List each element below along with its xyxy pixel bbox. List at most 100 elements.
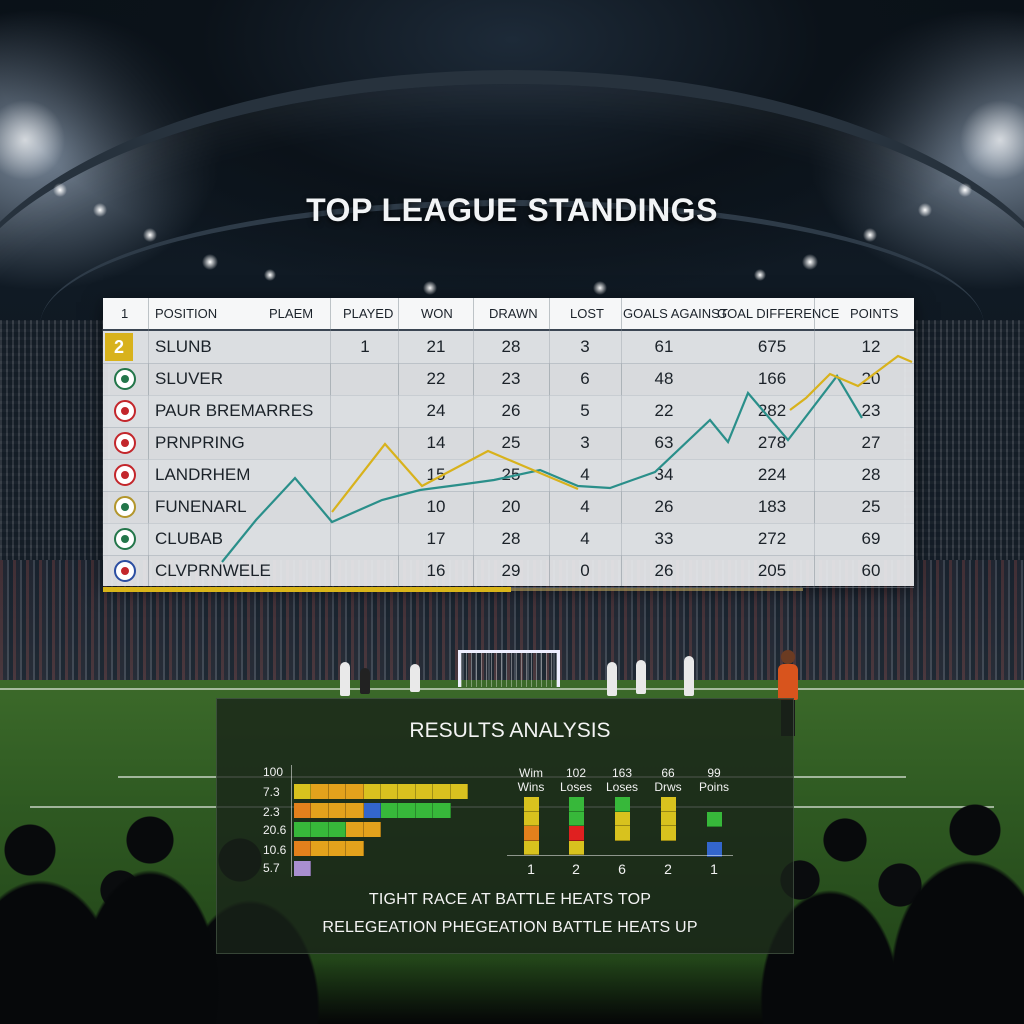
table-row: PRNPRING 14 25 3 63 278 27 xyxy=(103,427,914,460)
stat-value: 163 xyxy=(611,766,633,780)
bar-segment xyxy=(433,803,451,818)
crowd-left xyxy=(0,320,110,580)
stat-label: Poins xyxy=(698,780,730,794)
cell-won: 14 xyxy=(426,433,446,452)
floodlights xyxy=(0,0,1024,320)
column-divider xyxy=(148,298,149,586)
team-name: SLUVER xyxy=(155,369,224,388)
cell-goals-against: 26 xyxy=(654,561,674,580)
header-goal-difference: GOAL DIFFERENCE xyxy=(717,306,840,321)
table-row: CLUBAB 17 28 4 33 272 69 xyxy=(103,523,914,556)
cell-played xyxy=(335,555,395,587)
cell-goal-difference: 205 xyxy=(757,561,787,580)
cell-drawn: 28 xyxy=(501,529,521,548)
bar-segment xyxy=(328,841,347,856)
cell-played xyxy=(335,395,395,427)
cell-goal-difference: 272 xyxy=(757,529,787,548)
header-drawn: DRAWN xyxy=(489,306,538,321)
table-row: FUNENARL 10 20 4 26 183 25 xyxy=(103,491,914,524)
cell-points: 23 xyxy=(861,401,881,420)
cell-played xyxy=(335,427,395,459)
y-axis-label: 100 xyxy=(263,765,284,779)
cell-points: 20 xyxy=(861,369,881,388)
blue-crest-icon xyxy=(114,560,136,582)
team-name: FUNENARL xyxy=(155,497,247,516)
stat-header: Wim Wins xyxy=(505,766,557,794)
cell-won: 16 xyxy=(426,561,446,580)
stat-block xyxy=(615,826,630,841)
bar-segment xyxy=(415,784,434,799)
stat-value: 99 xyxy=(707,766,721,780)
stat-block xyxy=(569,811,584,826)
bar-segment xyxy=(294,803,312,818)
y-axis-label: 2.3 xyxy=(263,805,280,819)
bar-segment xyxy=(450,784,468,799)
table-accent-bar xyxy=(103,587,511,592)
cell-won: 17 xyxy=(426,529,446,548)
rank-cell: 2 xyxy=(103,331,149,363)
cell-played xyxy=(335,523,395,555)
stat-count: 1 xyxy=(710,861,718,877)
cell-played xyxy=(335,459,395,491)
stat-count: 2 xyxy=(572,861,580,877)
header-lost: LOST xyxy=(570,306,604,321)
stat-block xyxy=(569,797,584,812)
table-row: 2 SLUNB 1 21 28 3 61 675 12 xyxy=(103,331,914,364)
bar-segment xyxy=(363,784,381,799)
bar-segment xyxy=(294,784,312,799)
cell-drawn: 25 xyxy=(501,465,521,484)
stat-value: 102 xyxy=(565,766,587,780)
cell-drawn: 20 xyxy=(501,497,521,516)
rank-cell xyxy=(103,459,149,491)
cell-lost: 3 xyxy=(580,433,590,452)
rank-cell xyxy=(103,427,149,459)
cell-goals-against: 34 xyxy=(654,465,674,484)
cell-goals-against: 61 xyxy=(654,337,674,356)
header-plaem: PLAEM xyxy=(269,306,314,321)
red-crest-icon xyxy=(114,400,136,422)
crowd-right xyxy=(904,320,1024,580)
stat-block xyxy=(661,797,676,812)
stat-label: Loses xyxy=(605,780,639,794)
red-crest-icon xyxy=(114,464,136,486)
results-analysis-panel: RESULTS ANALYSIS 100 7.3 2.3 20.6 10.6 5.7 Wi… xyxy=(216,698,794,954)
goal-net xyxy=(458,650,560,687)
cell-points: 25 xyxy=(861,497,881,516)
bar-segment xyxy=(346,784,364,799)
cell-played xyxy=(335,363,395,395)
cell-drawn: 25 xyxy=(501,433,521,452)
bar-segment xyxy=(346,822,364,837)
bar-segment xyxy=(398,784,416,799)
cell-goal-difference: 278 xyxy=(757,433,787,452)
bar-segment xyxy=(311,784,329,799)
stat-header: 102 Loses xyxy=(550,766,602,794)
headline-primary: TIGHT RACE AT BATTLE HEATS TOP xyxy=(368,891,652,908)
stat-block xyxy=(524,811,539,826)
stat-header: 99 Poins xyxy=(688,766,740,794)
cell-goals-against: 48 xyxy=(654,369,674,388)
table-row: PAUR BREMARRES 24 26 5 22 282 23 xyxy=(103,395,914,428)
cell-goals-against: 26 xyxy=(654,497,674,516)
table-row: SLUVER 22 23 6 48 166 20 xyxy=(103,363,914,396)
header-goals-against: GOALS AGAINST xyxy=(623,306,728,321)
header-position: POSITION xyxy=(155,306,218,321)
cell-drawn: 28 xyxy=(501,337,521,356)
cell-lost: 4 xyxy=(580,529,590,548)
cell-goal-difference: 224 xyxy=(757,465,787,484)
cell-points: 28 xyxy=(861,465,881,484)
stat-value: 66 xyxy=(661,766,675,780)
header-points: POINTS xyxy=(850,306,899,321)
stat-block xyxy=(707,812,722,827)
bar-segment xyxy=(294,861,312,876)
stat-count: 6 xyxy=(618,861,626,877)
bar-segment xyxy=(311,822,329,837)
stats-axis xyxy=(507,855,733,856)
stat-header: 163 Loses xyxy=(596,766,648,794)
bar-segment xyxy=(363,803,381,818)
cell-won: 22 xyxy=(426,369,446,388)
rank-cell xyxy=(103,555,149,587)
table-row: CLVPRNWELE 16 29 0 26 205 60 xyxy=(103,555,914,588)
cell-goal-difference: 183 xyxy=(757,497,787,516)
cell-goals-against: 63 xyxy=(654,433,674,452)
table-header: 1 POSITION PLAEM PLAYED WON DRAWN LOST G… xyxy=(103,298,914,331)
